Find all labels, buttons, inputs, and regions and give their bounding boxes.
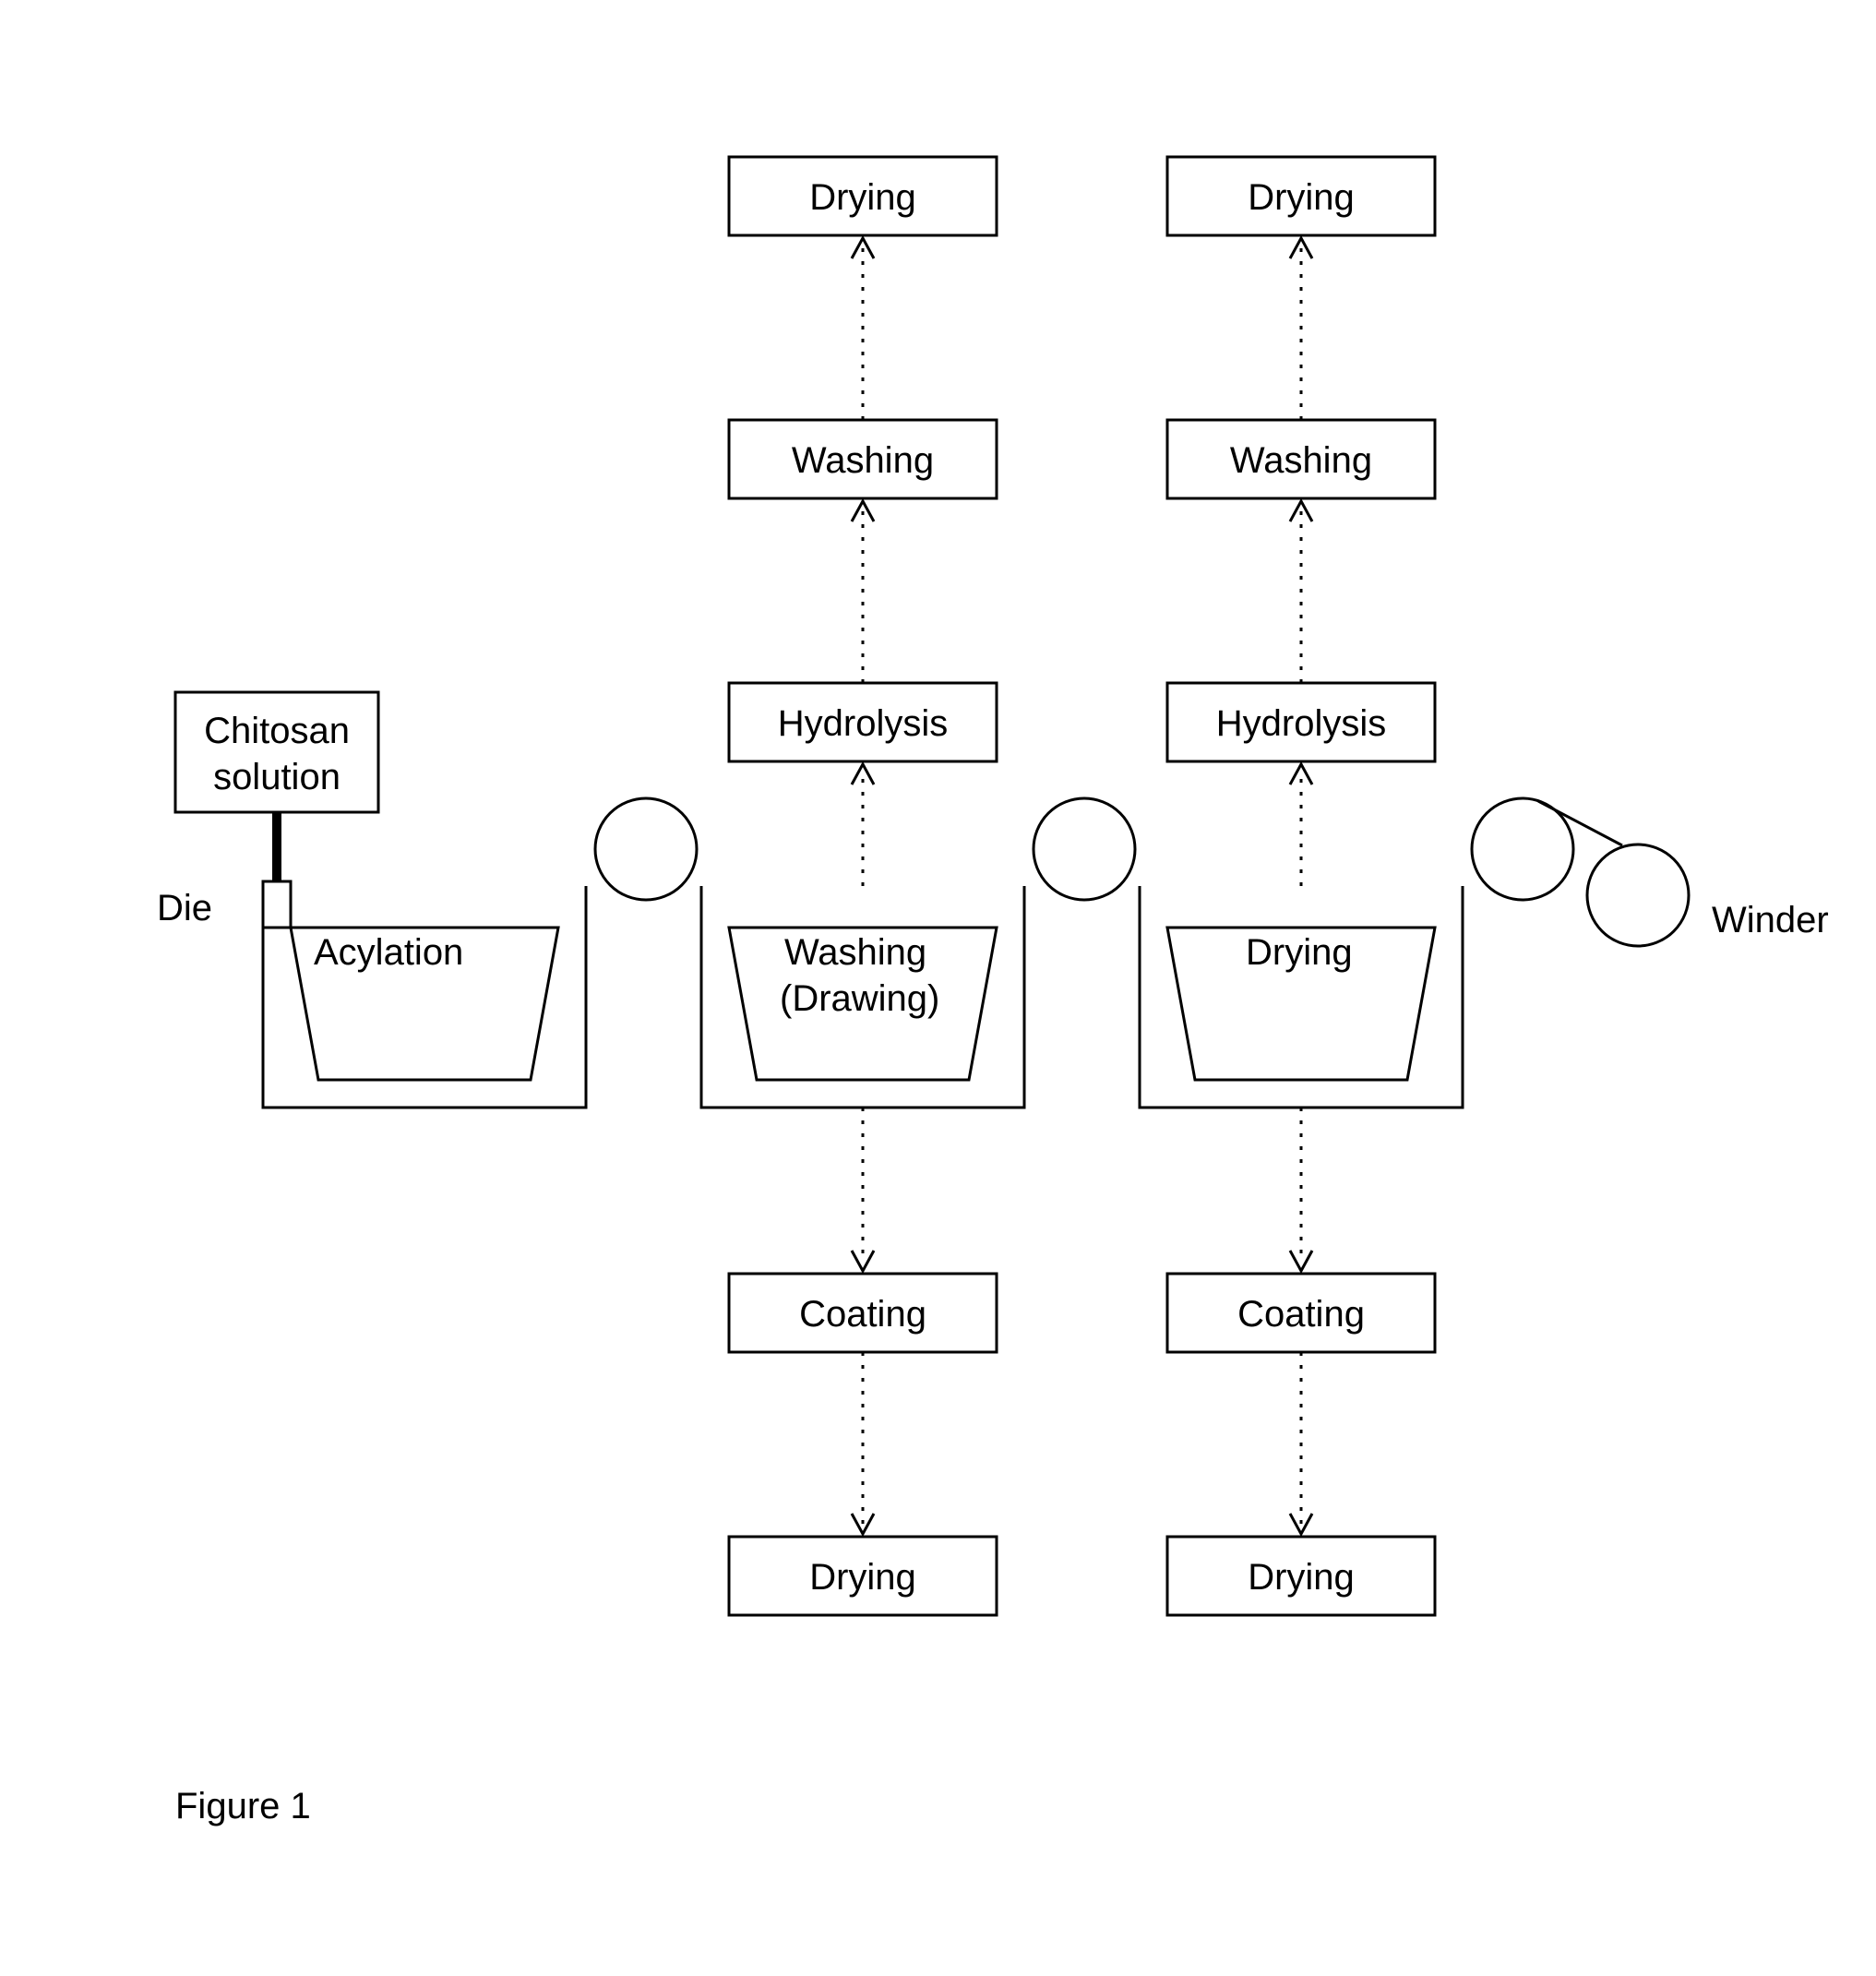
acylation-label: Acylation [314, 932, 463, 973]
svg-text:Coating: Coating [799, 1294, 926, 1335]
svg-text:Drying: Drying [1248, 177, 1355, 218]
arrow-col2-coating-drying [852, 1352, 874, 1534]
figure-svg: Chitosan solution Die Acylation Washing … [0, 0, 1876, 1976]
bot-col3-drying: Drying [1167, 1537, 1435, 1615]
acylation-tank: Acylation [263, 886, 586, 1108]
die-nozzle [263, 881, 291, 928]
top-col3-washing: Washing [1167, 420, 1435, 498]
bot-col3-coating: Coating [1167, 1274, 1435, 1352]
top-col2-washing: Washing [729, 420, 997, 498]
arrow-col3-washing-drying [1290, 238, 1312, 420]
winder-label: Winder [1712, 900, 1829, 940]
svg-text:Hydrolysis: Hydrolysis [778, 703, 948, 744]
arrow-col3-hydrolysis-washing [1290, 501, 1312, 683]
svg-text:Drying: Drying [1248, 1557, 1355, 1598]
bot-col2-drying: Drying [729, 1537, 997, 1615]
top-col3-hydrolysis: Hydrolysis [1167, 683, 1435, 761]
svg-text:Drying: Drying [809, 177, 916, 218]
drying-tank-label: Drying [1246, 932, 1353, 973]
roller-1 [595, 798, 697, 900]
arrow-col2-tank-hydrolysis [852, 764, 874, 886]
washing-label-2: (Drawing) [780, 978, 939, 1019]
die-label: Die [157, 888, 212, 928]
svg-text:Coating: Coating [1237, 1294, 1365, 1335]
roller-2 [1034, 798, 1135, 900]
roller-4 [1587, 844, 1689, 946]
roller-3 [1472, 798, 1573, 900]
bot-col2-coating: Coating [729, 1274, 997, 1352]
arrow-col3-tank-coating [1290, 1108, 1312, 1271]
washing-label-1: Washing [784, 932, 926, 973]
washing-tank: Washing (Drawing) [701, 886, 1024, 1108]
arrow-col2-tank-coating [852, 1108, 874, 1271]
svg-text:Washing: Washing [792, 440, 934, 481]
chitosan-label-1: Chitosan [204, 711, 350, 751]
arrow-col2-hydrolysis-washing [852, 501, 874, 683]
drying-tank: Drying [1140, 886, 1463, 1108]
chitosan-label-2: solution [213, 757, 341, 797]
chitosan-box: Chitosan solution [175, 692, 378, 812]
svg-text:Drying: Drying [809, 1557, 916, 1598]
figure-caption: Figure 1 [175, 1786, 311, 1826]
arrow-col3-coating-drying [1290, 1352, 1312, 1534]
svg-text:Washing: Washing [1230, 440, 1372, 481]
top-col3-drying: Drying [1167, 157, 1435, 235]
svg-text:Hydrolysis: Hydrolysis [1216, 703, 1386, 744]
top-col2-hydrolysis: Hydrolysis [729, 683, 997, 761]
top-col2-drying: Drying [729, 157, 997, 235]
arrow-col3-tank-hydrolysis [1290, 764, 1312, 886]
arrow-col2-washing-drying [852, 238, 874, 420]
